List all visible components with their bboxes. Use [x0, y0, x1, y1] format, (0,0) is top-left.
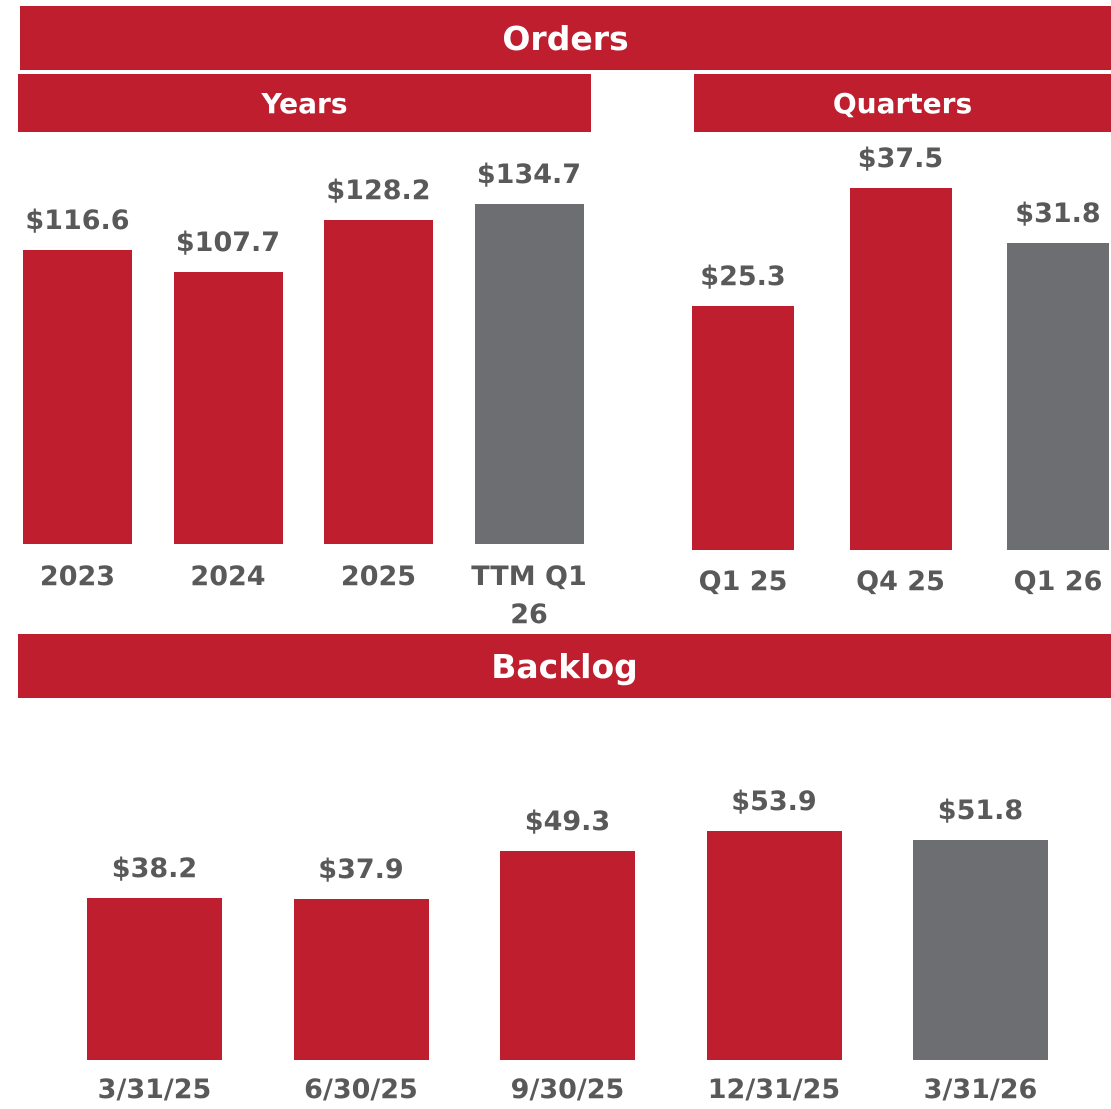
value-label: $128.2 — [326, 175, 431, 207]
x-tick-label: 6/30/25 — [304, 1074, 418, 1105]
value-label: $51.8 — [937, 794, 1024, 826]
x-tick-label: 2023 — [39, 561, 116, 592]
bar — [706, 831, 842, 1060]
bar — [87, 897, 222, 1060]
bar — [474, 204, 584, 544]
x-tick-label: Q4 25 — [856, 566, 945, 597]
x-tick-label: 2025 — [340, 561, 417, 592]
x-tick-label: Q1 25 — [698, 566, 788, 597]
value-label: $31.8 — [1015, 198, 1101, 230]
value-label: $134.7 — [476, 159, 582, 190]
x-tick-label: Q1 26 — [1013, 566, 1103, 597]
value-label: $25.3 — [700, 260, 786, 292]
value-label: $116.6 — [25, 204, 130, 236]
bar — [500, 850, 635, 1060]
value-label: $38.2 — [111, 852, 198, 884]
x-tick-label: TTM Q1 26 — [471, 561, 587, 630]
x-tick-label: 3/31/26 — [923, 1074, 1038, 1105]
x-tick-label: 9/30/25 — [510, 1074, 625, 1105]
bar — [849, 188, 952, 550]
bar — [293, 898, 429, 1060]
value-label: $53.9 — [731, 786, 817, 817]
bar — [913, 839, 1048, 1060]
x-tick-label: 3/31/25 — [97, 1074, 212, 1105]
x-tick-label: 2024 — [190, 561, 266, 592]
orders-header: Orders — [20, 6, 1111, 70]
value-label: $37.5 — [857, 143, 944, 174]
backlog-header: Backlog — [18, 634, 1111, 698]
bar — [23, 249, 132, 544]
bar — [692, 305, 794, 550]
value-label: $107.7 — [175, 227, 281, 259]
bar — [173, 272, 283, 544]
value-label: $49.3 — [524, 805, 611, 837]
chart-title: Years — [18, 74, 591, 132]
bar — [1007, 243, 1109, 550]
chart-title: Quarters — [694, 74, 1111, 132]
x-tick-label: 12/31/25 — [707, 1074, 841, 1105]
value-label: $37.9 — [318, 853, 404, 885]
bar — [324, 220, 433, 544]
